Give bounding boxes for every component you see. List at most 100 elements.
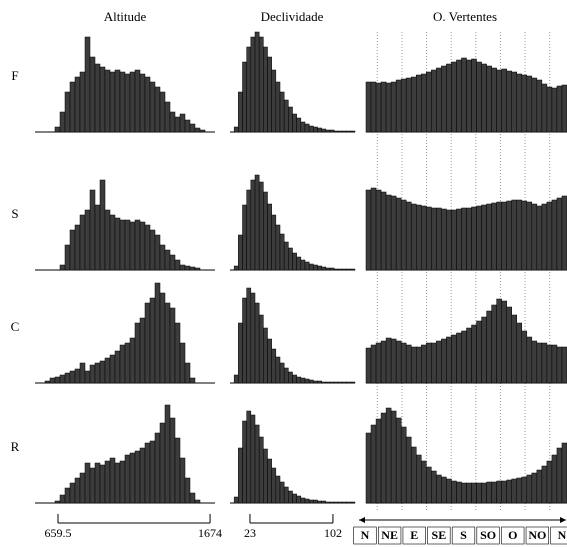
bar: [526, 75, 533, 133]
bar: [561, 346, 567, 384]
bar: [283, 99, 289, 133]
bar: [521, 476, 528, 504]
bar: [164, 249, 171, 271]
direction-label: NE: [381, 528, 398, 542]
bar: [476, 61, 482, 133]
bar: [233, 265, 239, 271]
bar: [536, 205, 543, 271]
bar: [99, 464, 106, 504]
bar: [496, 298, 502, 384]
bar: [254, 302, 260, 384]
bar: [481, 204, 487, 271]
direction-box: [451, 526, 476, 545]
bar: [436, 207, 442, 271]
bar: [333, 268, 339, 271]
bar: [250, 414, 256, 504]
bar: [426, 71, 432, 133]
bar: [59, 264, 66, 271]
bar: [89, 467, 96, 504]
bar: [325, 129, 331, 133]
bar: [446, 478, 452, 504]
bar: [194, 499, 201, 504]
bar: [246, 189, 252, 271]
bar: [325, 501, 331, 504]
bar: [242, 297, 247, 384]
bar: [69, 229, 76, 271]
bar: [300, 377, 306, 384]
bar: [471, 206, 477, 271]
direction-box: [525, 526, 549, 545]
direction-box: [550, 526, 567, 545]
bar: [365, 189, 372, 271]
bar: [516, 73, 523, 133]
bar: [395, 340, 402, 384]
direction-label: SE: [432, 528, 447, 542]
bar: [521, 74, 528, 133]
bar: [390, 195, 397, 271]
bar: [338, 381, 343, 384]
bar: [551, 199, 558, 271]
direction-box: [476, 526, 500, 545]
direction-box: [501, 526, 525, 545]
bar: [79, 214, 86, 271]
bar: [329, 129, 335, 133]
bar: [481, 63, 487, 133]
bar: [405, 201, 412, 271]
bar: [258, 436, 264, 504]
bar: [139, 73, 146, 133]
bar: [329, 501, 335, 504]
bar: [154, 234, 161, 271]
bar: [446, 63, 452, 133]
bar: [254, 31, 260, 133]
bar: [342, 501, 347, 504]
bar: [94, 63, 101, 133]
bar: [64, 372, 71, 384]
bar: [94, 362, 101, 384]
bar: [300, 259, 306, 271]
bar: [79, 472, 86, 504]
bar: [159, 422, 166, 504]
bar: [521, 330, 528, 384]
bar: [238, 91, 243, 133]
bar: [365, 347, 372, 384]
bar: [124, 342, 131, 384]
bar: [174, 437, 181, 504]
bar: [338, 130, 343, 133]
bar: [426, 466, 432, 504]
bar: [431, 207, 437, 271]
bar: [164, 404, 171, 504]
bar: [375, 342, 382, 384]
bar: [421, 460, 427, 504]
bar: [526, 201, 533, 271]
direction-label: N: [558, 528, 567, 542]
bar: [546, 201, 553, 271]
bar: [308, 379, 314, 384]
bar: [506, 200, 512, 271]
bar: [134, 450, 141, 504]
bar: [104, 357, 111, 384]
bar: [279, 481, 285, 504]
bar: [144, 442, 151, 504]
bar: [342, 381, 347, 384]
bar: [416, 74, 422, 133]
bar: [321, 128, 327, 133]
bar: [275, 81, 281, 133]
bar: [496, 480, 502, 504]
bar: [441, 476, 447, 504]
bar: [114, 69, 121, 133]
bar: [250, 179, 256, 271]
bar: [446, 209, 452, 271]
bar: [491, 481, 497, 504]
bar: [263, 448, 268, 504]
bar: [501, 480, 507, 504]
bar: [189, 492, 196, 504]
bar: [59, 374, 66, 384]
bar: [385, 194, 392, 271]
bar: [288, 490, 293, 504]
bar: [144, 76, 151, 133]
bar: [114, 462, 121, 504]
bar: [546, 344, 553, 384]
bar: [242, 204, 247, 271]
bar: [313, 499, 318, 504]
bar: [258, 181, 264, 271]
